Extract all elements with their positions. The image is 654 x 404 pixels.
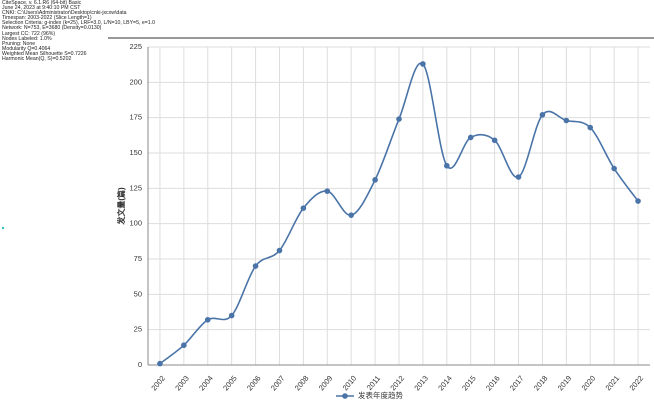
point xyxy=(587,124,594,131)
y-tick-label: 75 xyxy=(134,254,142,263)
x-tick-label: 2020 xyxy=(580,374,598,393)
x-tick-label: 2004 xyxy=(197,374,215,393)
series-line xyxy=(159,62,639,365)
y-tick-label: 50 xyxy=(134,289,142,298)
header-line: Nodes Labeled: 1.0% xyxy=(2,35,52,42)
header-line: CiteSpace, v. 6.1.R6 (64-bit) Basic xyxy=(2,0,82,6)
header-line: Harmonic Mean(Q, S)=0.5202 xyxy=(2,56,72,63)
y-tick-label: 100 xyxy=(129,219,142,228)
x-tick-label: 2015 xyxy=(460,374,478,393)
point xyxy=(372,177,378,183)
point xyxy=(228,312,235,319)
header-line: Timespan: 2003-2022 (Slice Length=1) xyxy=(2,15,92,22)
point xyxy=(444,162,450,169)
x-tick-label: 2017 xyxy=(508,374,526,393)
x-tick-label: 2011 xyxy=(365,374,382,392)
point xyxy=(563,117,570,124)
point xyxy=(181,342,187,349)
dot xyxy=(1,226,5,230)
x-tick-label: 2018 xyxy=(532,374,550,393)
x-tick-label: 2005 xyxy=(221,374,239,393)
y-tick-label: 125 xyxy=(129,183,142,192)
x-tick-label: 2007 xyxy=(269,374,287,393)
x-tick-label: 2008 xyxy=(293,374,311,393)
y-tick-label: 175 xyxy=(129,113,142,122)
x-tick-label: 2022 xyxy=(627,374,645,393)
point xyxy=(611,165,617,172)
y-tick-label: 225 xyxy=(129,42,142,51)
x-tick-label: 2014 xyxy=(436,374,454,393)
point xyxy=(157,360,163,367)
x-tick-label: 2009 xyxy=(317,374,335,393)
header-line: Network: N=753, E=3680 (Density=0.0130) xyxy=(2,25,102,32)
point xyxy=(276,247,283,254)
header-line: Weighted Mean Silhouette S=0.7226 xyxy=(2,50,87,57)
header-line: CNKI: C:\Users\Administrator\Desktop\cnk… xyxy=(2,10,127,17)
header-line: Pruning: None xyxy=(2,40,36,47)
point xyxy=(324,188,331,194)
header-line: Largest CC: 722 (96%) xyxy=(2,30,56,37)
header-line: Modularity Q=0.4064 xyxy=(2,45,51,52)
point xyxy=(515,174,522,180)
y-tick-label: 200 xyxy=(129,77,142,86)
y-tick-label: 150 xyxy=(129,148,142,157)
x-tick-label: 2019 xyxy=(556,374,574,393)
point xyxy=(204,316,211,323)
y-tick-label: 0 xyxy=(138,360,142,369)
legend-label: 发表年度趋势 xyxy=(358,390,403,400)
point xyxy=(420,61,426,67)
point xyxy=(491,137,498,144)
point xyxy=(467,134,474,141)
x-tick-label: 2013 xyxy=(412,374,430,393)
header: CiteSpace, v. 6.1.R6 (64-bit) Basic June … xyxy=(2,0,155,63)
x-tick-label: 2006 xyxy=(245,374,263,393)
header-line: June 24, 2023 at 9:40:10 PM CST xyxy=(2,5,81,12)
point xyxy=(539,112,546,118)
point xyxy=(396,116,402,122)
x-tick-label: 2002 xyxy=(149,374,167,393)
x-tick-label: 2021 xyxy=(604,374,622,393)
y-tick-label: 25 xyxy=(134,325,142,334)
y-axis-label: 发文量(篇) xyxy=(116,187,126,226)
point xyxy=(635,198,641,204)
point xyxy=(300,205,307,211)
x-tick-label: 2010 xyxy=(341,374,359,393)
point xyxy=(252,263,259,269)
x-tick-label: 2012 xyxy=(388,374,406,393)
header-line: Selection Criteria: g-index (k=25), LRF=… xyxy=(2,20,155,27)
legend-marker xyxy=(342,393,348,399)
point xyxy=(348,212,354,218)
x-tick-label: 2003 xyxy=(173,374,191,393)
x-tick-label: 2016 xyxy=(484,374,502,393)
